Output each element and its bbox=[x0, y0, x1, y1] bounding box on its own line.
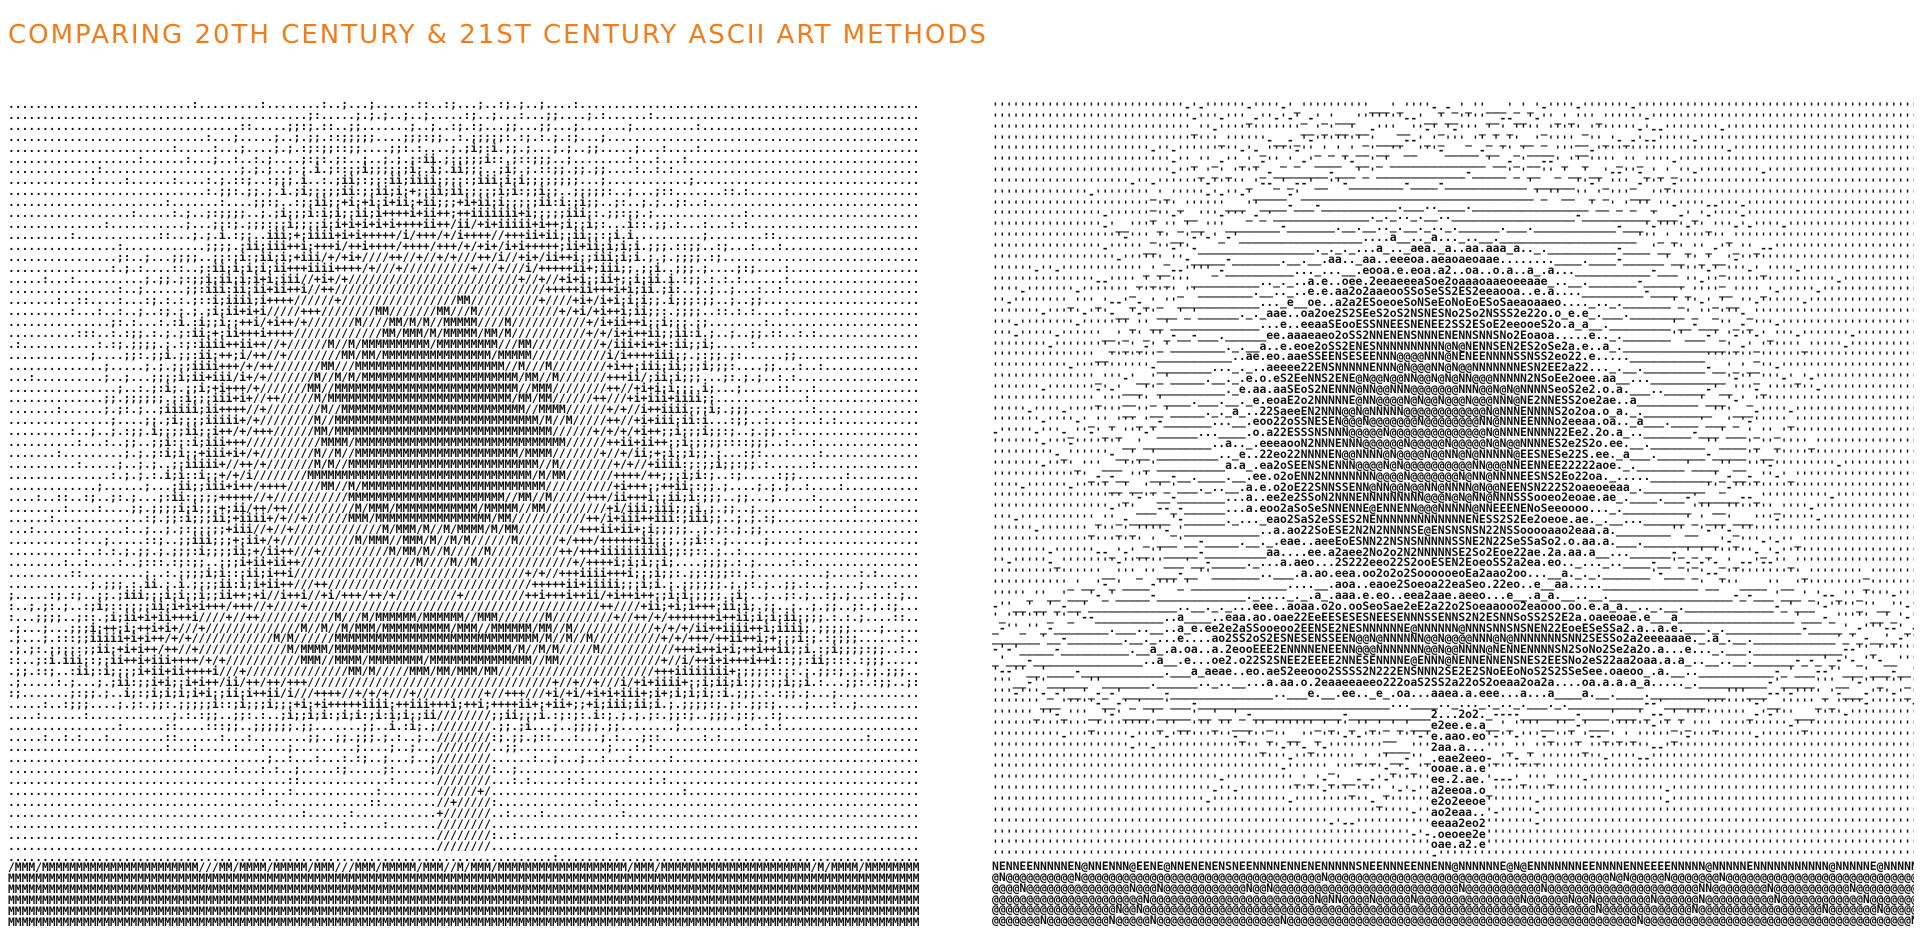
page-title: COMPARING 20TH CENTURY & 21ST CENTURY AS… bbox=[8, 20, 988, 50]
ascii-art-20th-century: ...........................:.........:..… bbox=[8, 100, 920, 929]
ascii-art-21st-century: ''''''''''''''''''''''''''''-'-''''''-''… bbox=[992, 102, 1914, 928]
